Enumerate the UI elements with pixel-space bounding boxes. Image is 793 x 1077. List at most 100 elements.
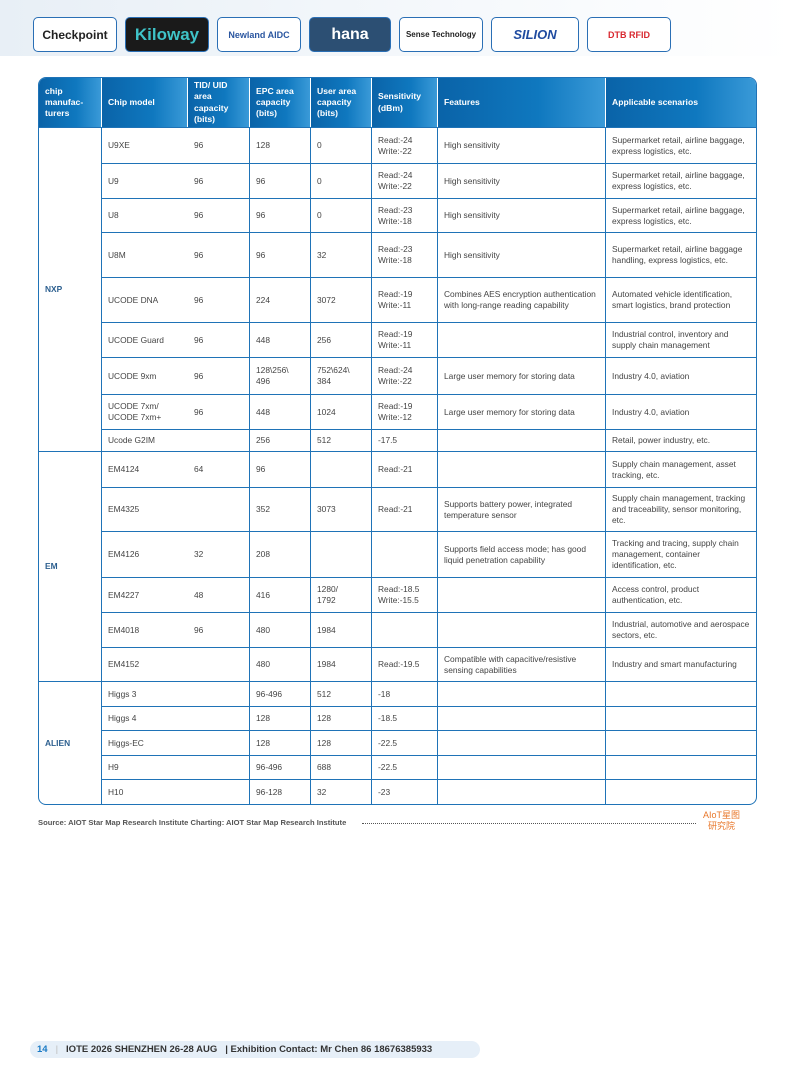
separator: | — [55, 1044, 59, 1055]
scenarios-cell: Supermarket retail, airline baggage, exp… — [606, 127, 756, 163]
epc-cell: 96-128 — [250, 779, 311, 804]
epc-cell: 208 — [250, 531, 311, 577]
features-cell — [438, 706, 606, 730]
user-cell: 1984 — [311, 612, 372, 647]
tid-cell: 48 — [188, 577, 250, 612]
table-row: EM4126 32 208 Supports field access mode; h… — [39, 531, 756, 577]
tid-cell — [188, 755, 250, 779]
features-cell: High sensitivity — [438, 198, 606, 232]
scenarios-cell: Retail, power industry, etc. — [606, 429, 756, 451]
manufacturer-cell: EM — [39, 451, 102, 681]
user-cell: 1024 — [311, 394, 372, 429]
model-cell: U8 — [102, 198, 188, 232]
model-cell: Higgs 3 — [102, 681, 188, 706]
tid-cell — [188, 730, 250, 755]
sensitivity-cell: -23 — [372, 779, 438, 804]
epc-cell: 96 — [250, 163, 311, 198]
sensitivity-cell: Read:-19.5 — [372, 647, 438, 681]
model-cell: EM4227 — [102, 577, 188, 612]
brand-line1: AIoT星图 — [703, 810, 741, 820]
brand-line2: 研究院 — [708, 820, 736, 831]
model-cell: EM4126 — [102, 531, 188, 577]
user-cell: 0 — [311, 198, 372, 232]
logo-newland: Newland AIDC — [217, 17, 301, 52]
features-cell — [438, 451, 606, 487]
model-cell: EM4018 — [102, 612, 188, 647]
sensitivity-cell: -22.5 — [372, 730, 438, 755]
tid-cell: 96 — [188, 394, 250, 429]
page-number: 14 — [37, 1044, 48, 1055]
sensitivity-cell: -18 — [372, 681, 438, 706]
user-cell: 688 — [311, 755, 372, 779]
scenarios-cell: Tracking and tracing, supply chain manag… — [606, 531, 756, 577]
model-cell: UCODE 7xm/ UCODE 7xm+ — [102, 394, 188, 429]
epc-cell: 416 — [250, 577, 311, 612]
user-cell: 32 — [311, 779, 372, 804]
features-cell: High sensitivity — [438, 232, 606, 277]
scenarios-cell: Industry 4.0, aviation — [606, 394, 756, 429]
table-row: Higgs 4 128 128 -18.5 — [39, 706, 756, 730]
user-cell: 0 — [311, 127, 372, 163]
features-cell: High sensitivity — [438, 127, 606, 163]
scenarios-cell — [606, 779, 756, 804]
tid-cell: 96 — [188, 322, 250, 357]
header-manufacturer: chip manufac-turers — [39, 78, 102, 127]
scenarios-cell: Supply chain management, asset tracking,… — [606, 451, 756, 487]
table-row: H10 96-128 32 -23 — [39, 779, 756, 804]
tid-cell: 96 — [188, 277, 250, 322]
epc-cell: 128 — [250, 706, 311, 730]
user-cell: 0 — [311, 163, 372, 198]
tid-cell — [188, 706, 250, 730]
model-cell: Ucode G2IM — [102, 429, 188, 451]
table-row: NXP U9XE 96 128 0 Read:-24 Write:-22 High sens… — [39, 127, 756, 451]
sensitivity-cell: Read:-24 Write:-22 — [372, 163, 438, 198]
epc-cell: 96-496 — [250, 681, 311, 706]
tid-cell — [188, 429, 250, 451]
logo-kiloway: Kiloway — [125, 17, 209, 52]
sensitivity-cell: Read:-23 Write:-18 — [372, 198, 438, 232]
sensitivity-cell: -17.5 — [372, 429, 438, 451]
features-cell: Large user memory for storing data — [438, 394, 606, 429]
features-cell: Supports battery power, integrated tempe… — [438, 487, 606, 531]
features-cell — [438, 755, 606, 779]
table-row: Higgs-EC 128 128 -22.5 — [39, 730, 756, 755]
table-row: U9 96 96 0 Read:-24 Write:-22 High sensitivit… — [39, 163, 756, 198]
table-row: UCODE 9xm 96 128\256\ 496 752\624\ 384 Read:… — [39, 357, 756, 394]
table-row: ALIEN Higgs 3 96-496 512 -18 — [39, 681, 756, 804]
features-cell — [438, 779, 606, 804]
features-cell — [438, 577, 606, 612]
scenarios-cell: Access control, product authentication, … — [606, 577, 756, 612]
table-row: U8 96 96 0 Read:-23 Write:-18 High sensitivit… — [39, 198, 756, 232]
logo-silion: SILION — [491, 17, 579, 52]
epc-cell: 448 — [250, 394, 311, 429]
model-cell: U9XE — [102, 127, 188, 163]
user-cell: 128 — [311, 730, 372, 755]
epc-cell: 128 — [250, 127, 311, 163]
features-cell — [438, 429, 606, 451]
manufacturer-cell: ALIEN — [39, 681, 102, 804]
scenarios-cell: Supermarket retail, airline baggage, exp… — [606, 163, 756, 198]
user-cell: 256 — [311, 322, 372, 357]
features-cell — [438, 681, 606, 706]
contact-info: | Exhibition Contact: Mr Chen 86 1867638… — [225, 1044, 433, 1055]
header-model: Chip model — [102, 78, 188, 127]
model-cell: Higgs 4 — [102, 706, 188, 730]
sensitivity-cell — [372, 612, 438, 647]
user-cell: 3073 — [311, 487, 372, 531]
logo-hana: hana — [309, 17, 391, 52]
user-cell: 3072 — [311, 277, 372, 322]
tid-cell: 96 — [188, 163, 250, 198]
table-row: EM4227 48 416 1280/ 1792 Read:-18.5 Write:-1… — [39, 577, 756, 612]
epc-cell: 224 — [250, 277, 311, 322]
epc-cell: 480 — [250, 612, 311, 647]
table-row: EM4018 96 480 1984 Industrial, automotive an… — [39, 612, 756, 647]
header-tid: TID/ UID area capacity (bits) — [188, 78, 250, 127]
header-features: Features — [438, 78, 606, 127]
tid-cell: 96 — [188, 232, 250, 277]
model-cell: UCODE Guard — [102, 322, 188, 357]
user-cell: 752\624\ 384 — [311, 357, 372, 394]
epc-cell: 96 — [250, 451, 311, 487]
table-row: H9 96-496 688 -22.5 — [39, 755, 756, 779]
header-epc: EPC area capacity (bits) — [250, 78, 311, 127]
footer-bar: 14 | IOTE 2026 SHENZHEN 26-28 AUG | Exhi… — [30, 1041, 480, 1058]
